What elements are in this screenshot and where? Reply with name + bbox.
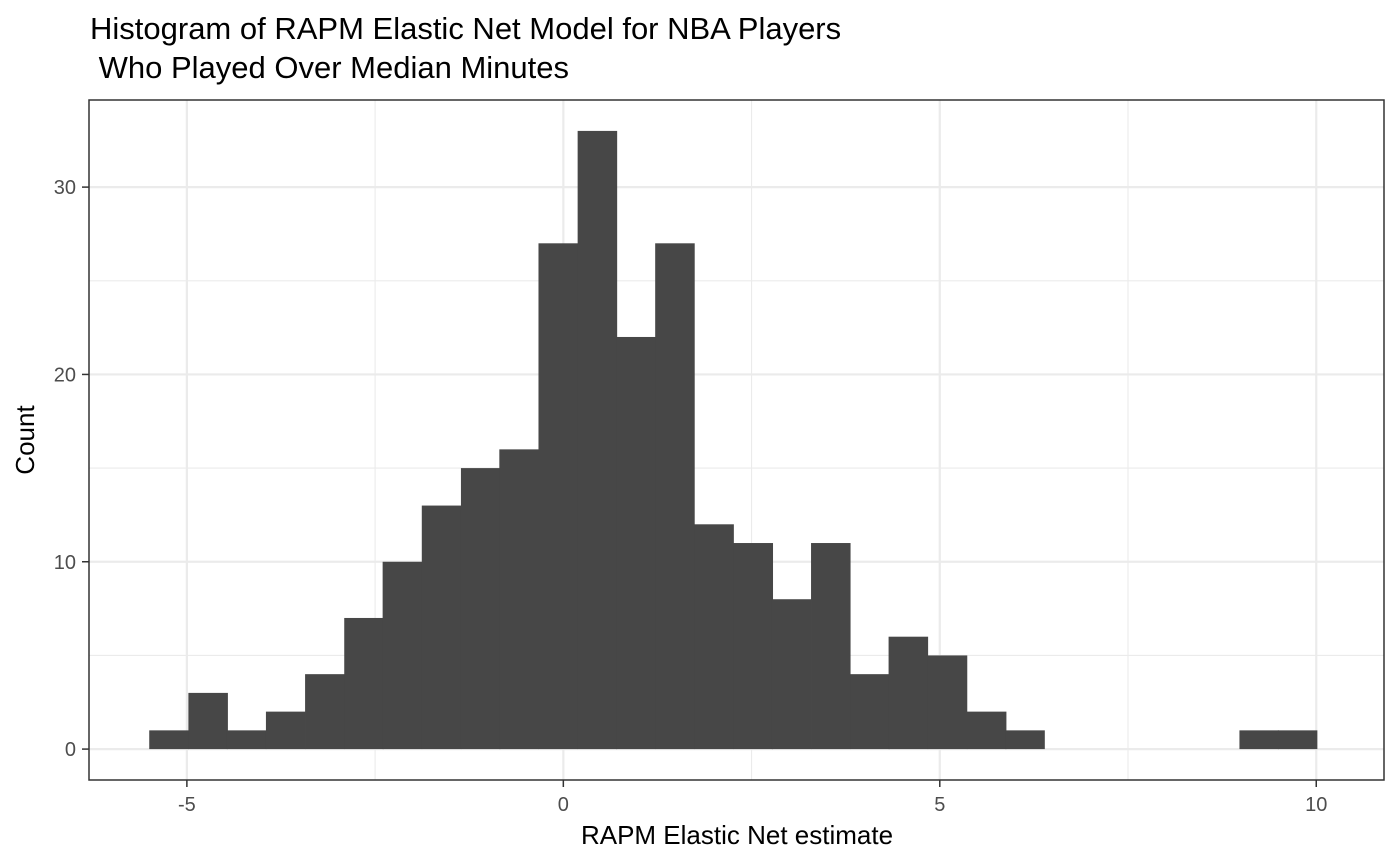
- histogram-bar: [538, 243, 579, 750]
- y-axis: 0 10 20 30: [54, 177, 89, 761]
- chart-title-line-2: Who Played Over Median Minutes: [90, 50, 569, 85]
- histogram-bar: [771, 599, 812, 750]
- minor-gridlines: [89, 100, 1384, 780]
- histogram-bar: [966, 711, 1007, 750]
- histogram-bar: [850, 674, 890, 750]
- histogram-bar: [1005, 730, 1045, 750]
- y-tick-label: 20: [54, 364, 76, 386]
- histogram-bar: [811, 543, 851, 750]
- x-axis-title: RAPM Elastic Net estimate: [581, 820, 893, 850]
- histogram-bar: [305, 674, 345, 750]
- histogram-bar: [265, 711, 306, 750]
- histogram-bar: [655, 243, 695, 750]
- histogram-bar: [694, 524, 734, 750]
- y-tick-label: 30: [54, 177, 76, 199]
- histogram-bars: [149, 130, 1318, 750]
- histogram-bar: [577, 130, 618, 750]
- histogram-bar: [382, 561, 423, 750]
- x-tick-label: 10: [1305, 794, 1327, 816]
- chart-title: Histogram of RAPM Elastic Net Model for …: [90, 11, 841, 85]
- histogram-bar: [733, 543, 774, 750]
- histogram-bar: [460, 468, 501, 750]
- histogram-bar: [226, 730, 267, 750]
- x-tick-label: 0: [558, 794, 569, 816]
- x-tick-label: -5: [178, 794, 196, 816]
- histogram-bar: [499, 449, 539, 750]
- histogram-bar: [344, 617, 384, 750]
- histogram-bar: [1239, 730, 1279, 750]
- x-tick-label: 5: [934, 794, 945, 816]
- y-tick-label: 10: [54, 552, 76, 574]
- histogram-bar: [888, 636, 929, 750]
- plot-panel-border: [88, 99, 1385, 781]
- histogram-bar: [927, 655, 968, 750]
- histogram-bar: [616, 336, 656, 750]
- histogram-bar: [1277, 730, 1318, 750]
- histogram-bar: [149, 730, 189, 750]
- y-tick-label: 0: [65, 739, 76, 761]
- x-axis: -5 0 5 10: [178, 780, 1327, 816]
- y-axis-title: Count: [10, 405, 40, 475]
- histogram-bar: [188, 692, 228, 750]
- histogram-bar: [421, 505, 462, 750]
- chart-title-line-1: Histogram of RAPM Elastic Net Model for …: [90, 11, 841, 46]
